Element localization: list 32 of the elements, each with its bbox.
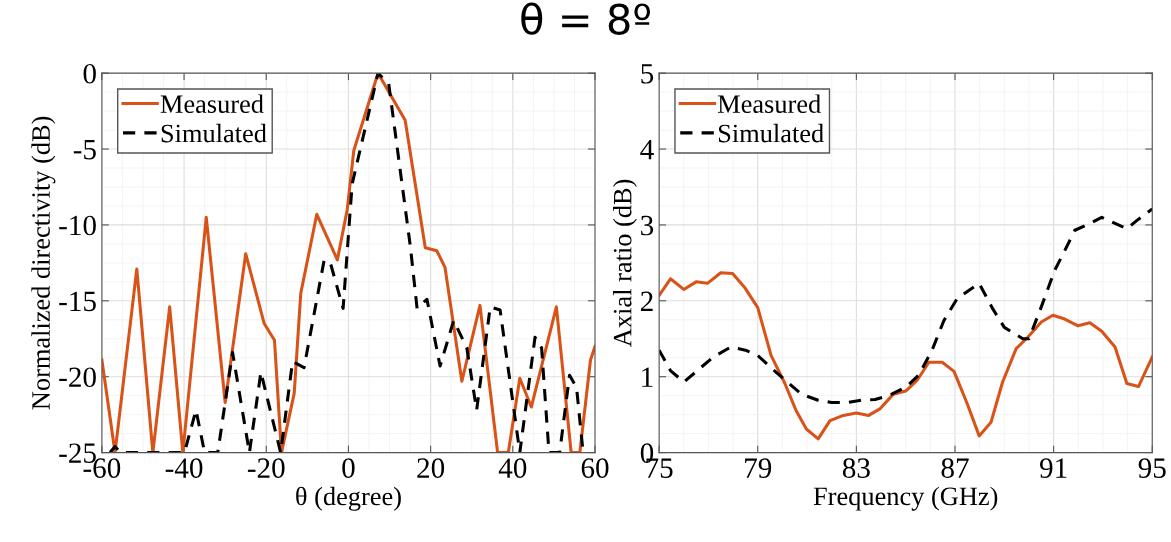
y-tick-label: 1 [642, 367, 653, 387]
x-tick-label: 91 [1039, 458, 1067, 478]
x-tick-label: 60 [581, 458, 609, 478]
y-tick-label: 0 [83, 63, 96, 84]
x-tick-label: 95 [1138, 458, 1166, 478]
line-series [659, 271, 1153, 441]
x-tick-label: 0 [342, 458, 355, 478]
x-axis-title: Frequency (GHz) [813, 486, 998, 511]
x-axis-title: θ (degree) [296, 486, 401, 511]
x-tick-label: 87 [941, 458, 969, 478]
y-tick-label: 4 [640, 139, 654, 160]
y-tick-label: -10 [59, 215, 96, 236]
y-tick-label: -20 [59, 367, 96, 388]
y-tick-label: 5 [641, 64, 654, 84]
chart-title: θ = 8º [521, 2, 651, 35]
y-tick-label: -5 [73, 140, 96, 160]
legend-label: Measured [717, 94, 821, 114]
legend-label: Simulated [718, 123, 824, 143]
y-axis-title: Axial ratio (dB) [612, 179, 637, 347]
x-tick-label: -40 [165, 458, 203, 478]
line-series [659, 207, 1153, 405]
y-tick-label: 2 [640, 291, 653, 311]
y-tick-label: 3 [641, 215, 654, 236]
x-tick-label: 20 [417, 458, 445, 478]
x-tick-label: 40 [498, 458, 527, 478]
x-tick-label: -20 [247, 458, 285, 478]
y-axis-title: Normalized directivity (dB) [31, 116, 56, 410]
y-tick-label: -15 [59, 291, 96, 312]
x-tick-label: 79 [745, 458, 772, 478]
legend-label: Simulated [161, 123, 267, 143]
x-tick-label: 83 [842, 458, 870, 478]
legend-label: Measured [160, 94, 264, 114]
